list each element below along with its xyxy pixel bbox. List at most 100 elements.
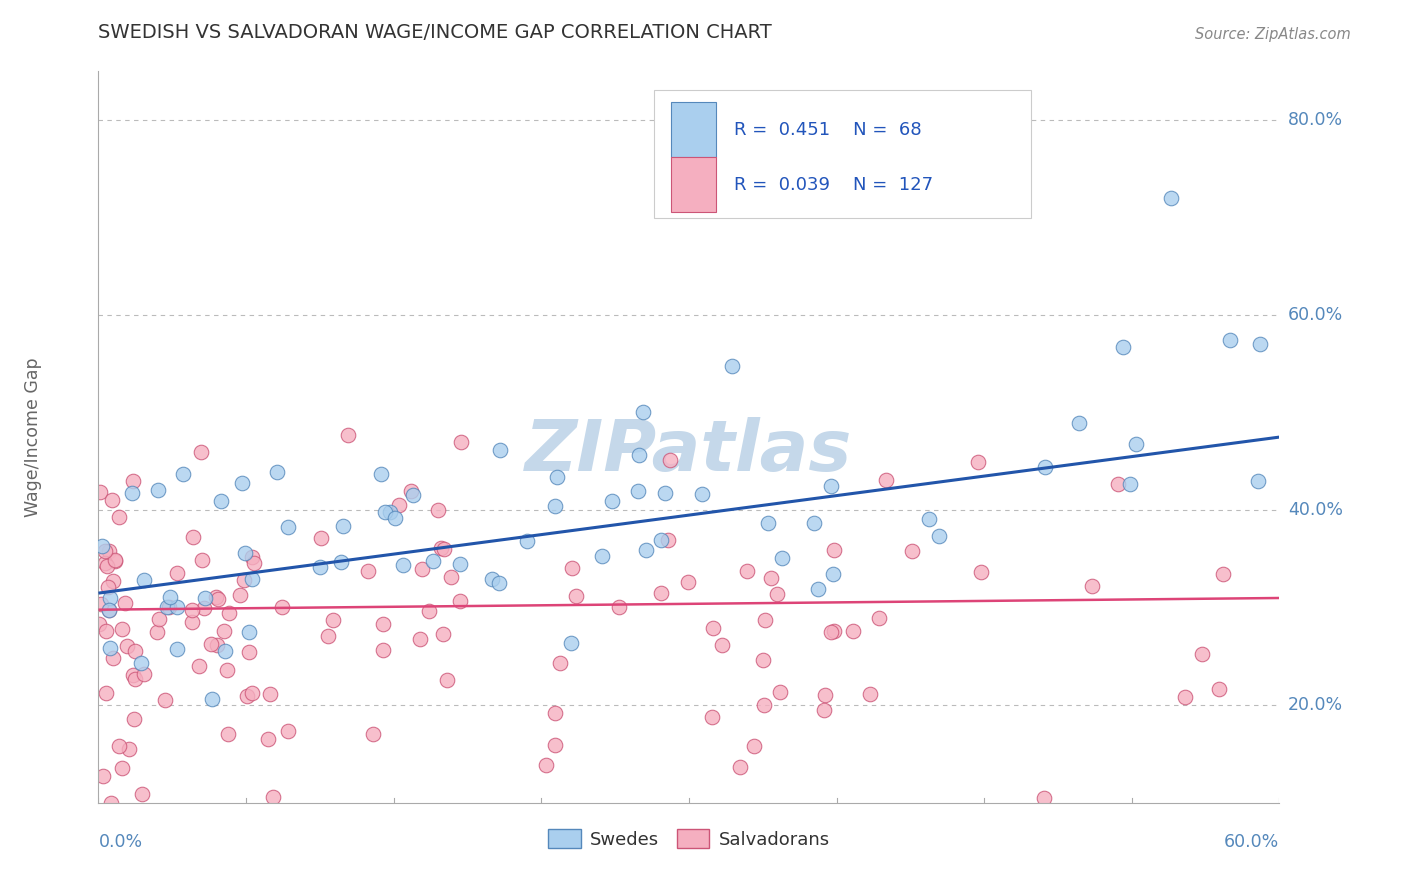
- Point: [240, 549, 263, 564]
- Point: [98, 544, 121, 558]
- Point: [132, 573, 155, 587]
- Point: [422, 554, 444, 568]
- Point: [148, 483, 170, 498]
- Point: [94, 686, 117, 700]
- Point: [271, 599, 294, 614]
- Point: [607, 600, 630, 615]
- Point: [96, 559, 118, 574]
- Point: [259, 687, 281, 701]
- Point: [544, 738, 567, 752]
- Point: [627, 448, 650, 462]
- Point: [769, 685, 792, 699]
- Point: [240, 686, 263, 700]
- Point: [721, 359, 744, 374]
- FancyBboxPatch shape: [671, 103, 716, 157]
- Point: [439, 570, 461, 584]
- Point: [243, 557, 266, 571]
- Point: [411, 562, 433, 576]
- Point: [700, 709, 723, 723]
- Point: [104, 552, 127, 566]
- Point: [233, 546, 256, 560]
- Point: [516, 534, 538, 549]
- Point: [122, 712, 145, 726]
- Point: [966, 455, 988, 469]
- Point: [238, 624, 260, 639]
- Point: [100, 796, 122, 810]
- Point: [536, 758, 558, 772]
- Point: [450, 434, 472, 449]
- Point: [217, 727, 239, 741]
- Point: [821, 567, 844, 582]
- Point: [702, 621, 724, 635]
- Point: [970, 565, 993, 579]
- Point: [114, 596, 136, 610]
- Point: [1174, 690, 1197, 705]
- Point: [814, 688, 837, 702]
- Point: [650, 533, 672, 548]
- Point: [103, 650, 125, 665]
- Point: [155, 693, 177, 707]
- Point: [737, 564, 759, 578]
- Point: [1212, 566, 1234, 581]
- Point: [218, 606, 240, 620]
- Point: [207, 592, 229, 607]
- Text: SWEDISH VS SALVADORAN WAGE/INCOME GAP CORRELATION CHART: SWEDISH VS SALVADORAN WAGE/INCOME GAP CO…: [98, 23, 772, 42]
- Point: [329, 555, 352, 569]
- Point: [766, 587, 789, 601]
- Point: [1246, 474, 1268, 488]
- Point: [104, 554, 127, 568]
- Point: [770, 550, 793, 565]
- Point: [229, 588, 252, 602]
- Point: [89, 484, 111, 499]
- Point: [859, 687, 882, 701]
- Point: [591, 549, 613, 564]
- Point: [692, 487, 714, 501]
- Point: [145, 625, 167, 640]
- Point: [111, 622, 134, 636]
- Text: 0.0%: 0.0%: [98, 833, 142, 851]
- Point: [548, 656, 571, 670]
- Text: 80.0%: 80.0%: [1288, 112, 1343, 129]
- Point: [875, 473, 897, 487]
- Point: [124, 643, 146, 657]
- Point: [257, 732, 280, 747]
- Point: [101, 493, 124, 508]
- Point: [868, 611, 890, 625]
- Point: [820, 479, 842, 493]
- FancyBboxPatch shape: [654, 89, 1032, 218]
- Text: 60.0%: 60.0%: [1288, 306, 1343, 324]
- Text: Wage/Income Gap: Wage/Income Gap: [24, 358, 42, 516]
- Point: [98, 640, 121, 655]
- Point: [602, 494, 624, 508]
- Point: [436, 673, 458, 687]
- Point: [488, 575, 510, 590]
- Point: [565, 590, 588, 604]
- Point: [131, 787, 153, 801]
- Point: [117, 639, 139, 653]
- Point: [1191, 647, 1213, 661]
- Point: [97, 580, 120, 594]
- Point: [544, 706, 567, 721]
- Point: [190, 445, 212, 459]
- Point: [560, 636, 582, 650]
- Point: [132, 666, 155, 681]
- Text: 60.0%: 60.0%: [1225, 833, 1279, 851]
- Legend: Swedes, Salvadorans: Swedes, Salvadorans: [541, 822, 837, 856]
- Point: [432, 542, 454, 557]
- Point: [813, 703, 835, 717]
- Point: [166, 566, 188, 580]
- Point: [399, 483, 422, 498]
- Point: [842, 624, 865, 639]
- Point: [1067, 416, 1090, 430]
- Point: [187, 658, 209, 673]
- Point: [710, 638, 733, 652]
- Point: [1160, 191, 1182, 205]
- Point: [276, 519, 298, 533]
- Point: [742, 739, 765, 753]
- Point: [118, 742, 141, 756]
- Point: [918, 512, 941, 526]
- Point: [631, 405, 654, 419]
- Point: [676, 575, 699, 590]
- Point: [108, 509, 131, 524]
- Point: [370, 467, 392, 481]
